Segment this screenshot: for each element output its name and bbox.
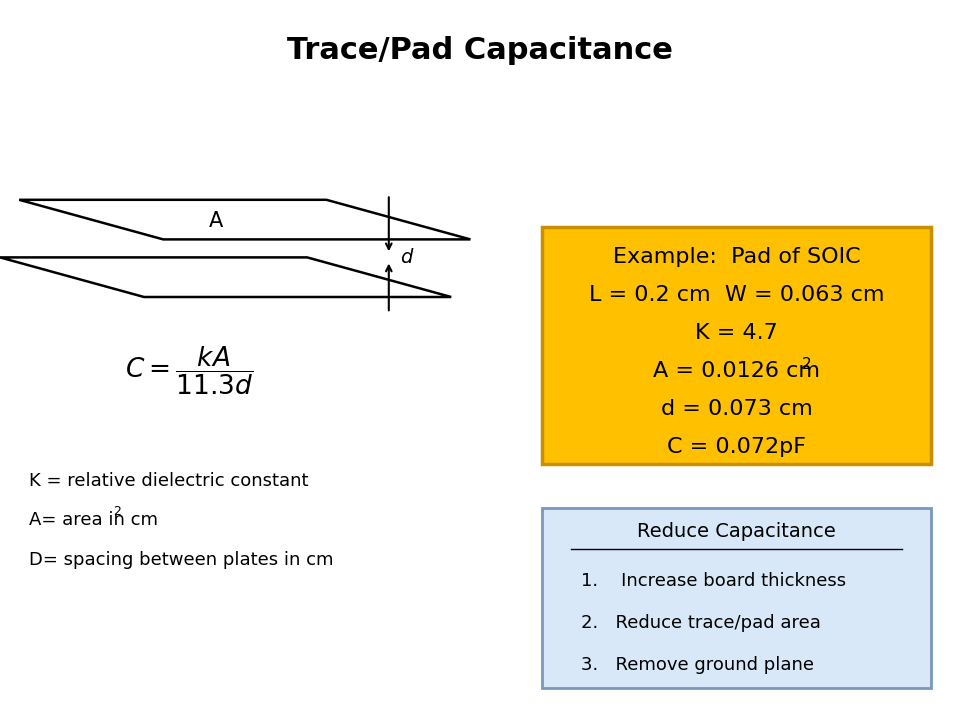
Text: K = 4.7: K = 4.7: [695, 323, 779, 343]
Text: $C = \dfrac{kA}{11.3d}$: $C = \dfrac{kA}{11.3d}$: [125, 345, 253, 397]
Text: 2: 2: [802, 356, 812, 372]
Text: d = 0.073 cm: d = 0.073 cm: [660, 399, 813, 419]
Text: A = 0.0126 cm: A = 0.0126 cm: [654, 361, 820, 381]
FancyBboxPatch shape: [542, 227, 931, 464]
Text: 3.   Remove ground plane: 3. Remove ground plane: [581, 656, 814, 674]
Text: D= spacing between plates in cm: D= spacing between plates in cm: [29, 551, 333, 569]
Text: Reduce Capacitance: Reduce Capacitance: [637, 522, 836, 541]
Text: A: A: [209, 211, 223, 231]
Text: 2: 2: [113, 505, 121, 518]
Text: C = 0.072pF: C = 0.072pF: [667, 437, 806, 456]
Text: L = 0.2 cm  W = 0.063 cm: L = 0.2 cm W = 0.063 cm: [589, 285, 884, 305]
FancyBboxPatch shape: [542, 508, 931, 688]
Text: d: d: [400, 248, 413, 266]
Text: 1.    Increase board thickness: 1. Increase board thickness: [581, 572, 846, 590]
Text: 2.   Reduce trace/pad area: 2. Reduce trace/pad area: [581, 614, 821, 632]
Text: Trace/Pad Capacitance: Trace/Pad Capacitance: [287, 36, 673, 65]
Text: Example:  Pad of SOIC: Example: Pad of SOIC: [613, 247, 860, 267]
Text: A= area in cm: A= area in cm: [29, 511, 157, 529]
Text: K = relative dielectric constant: K = relative dielectric constant: [29, 472, 308, 490]
